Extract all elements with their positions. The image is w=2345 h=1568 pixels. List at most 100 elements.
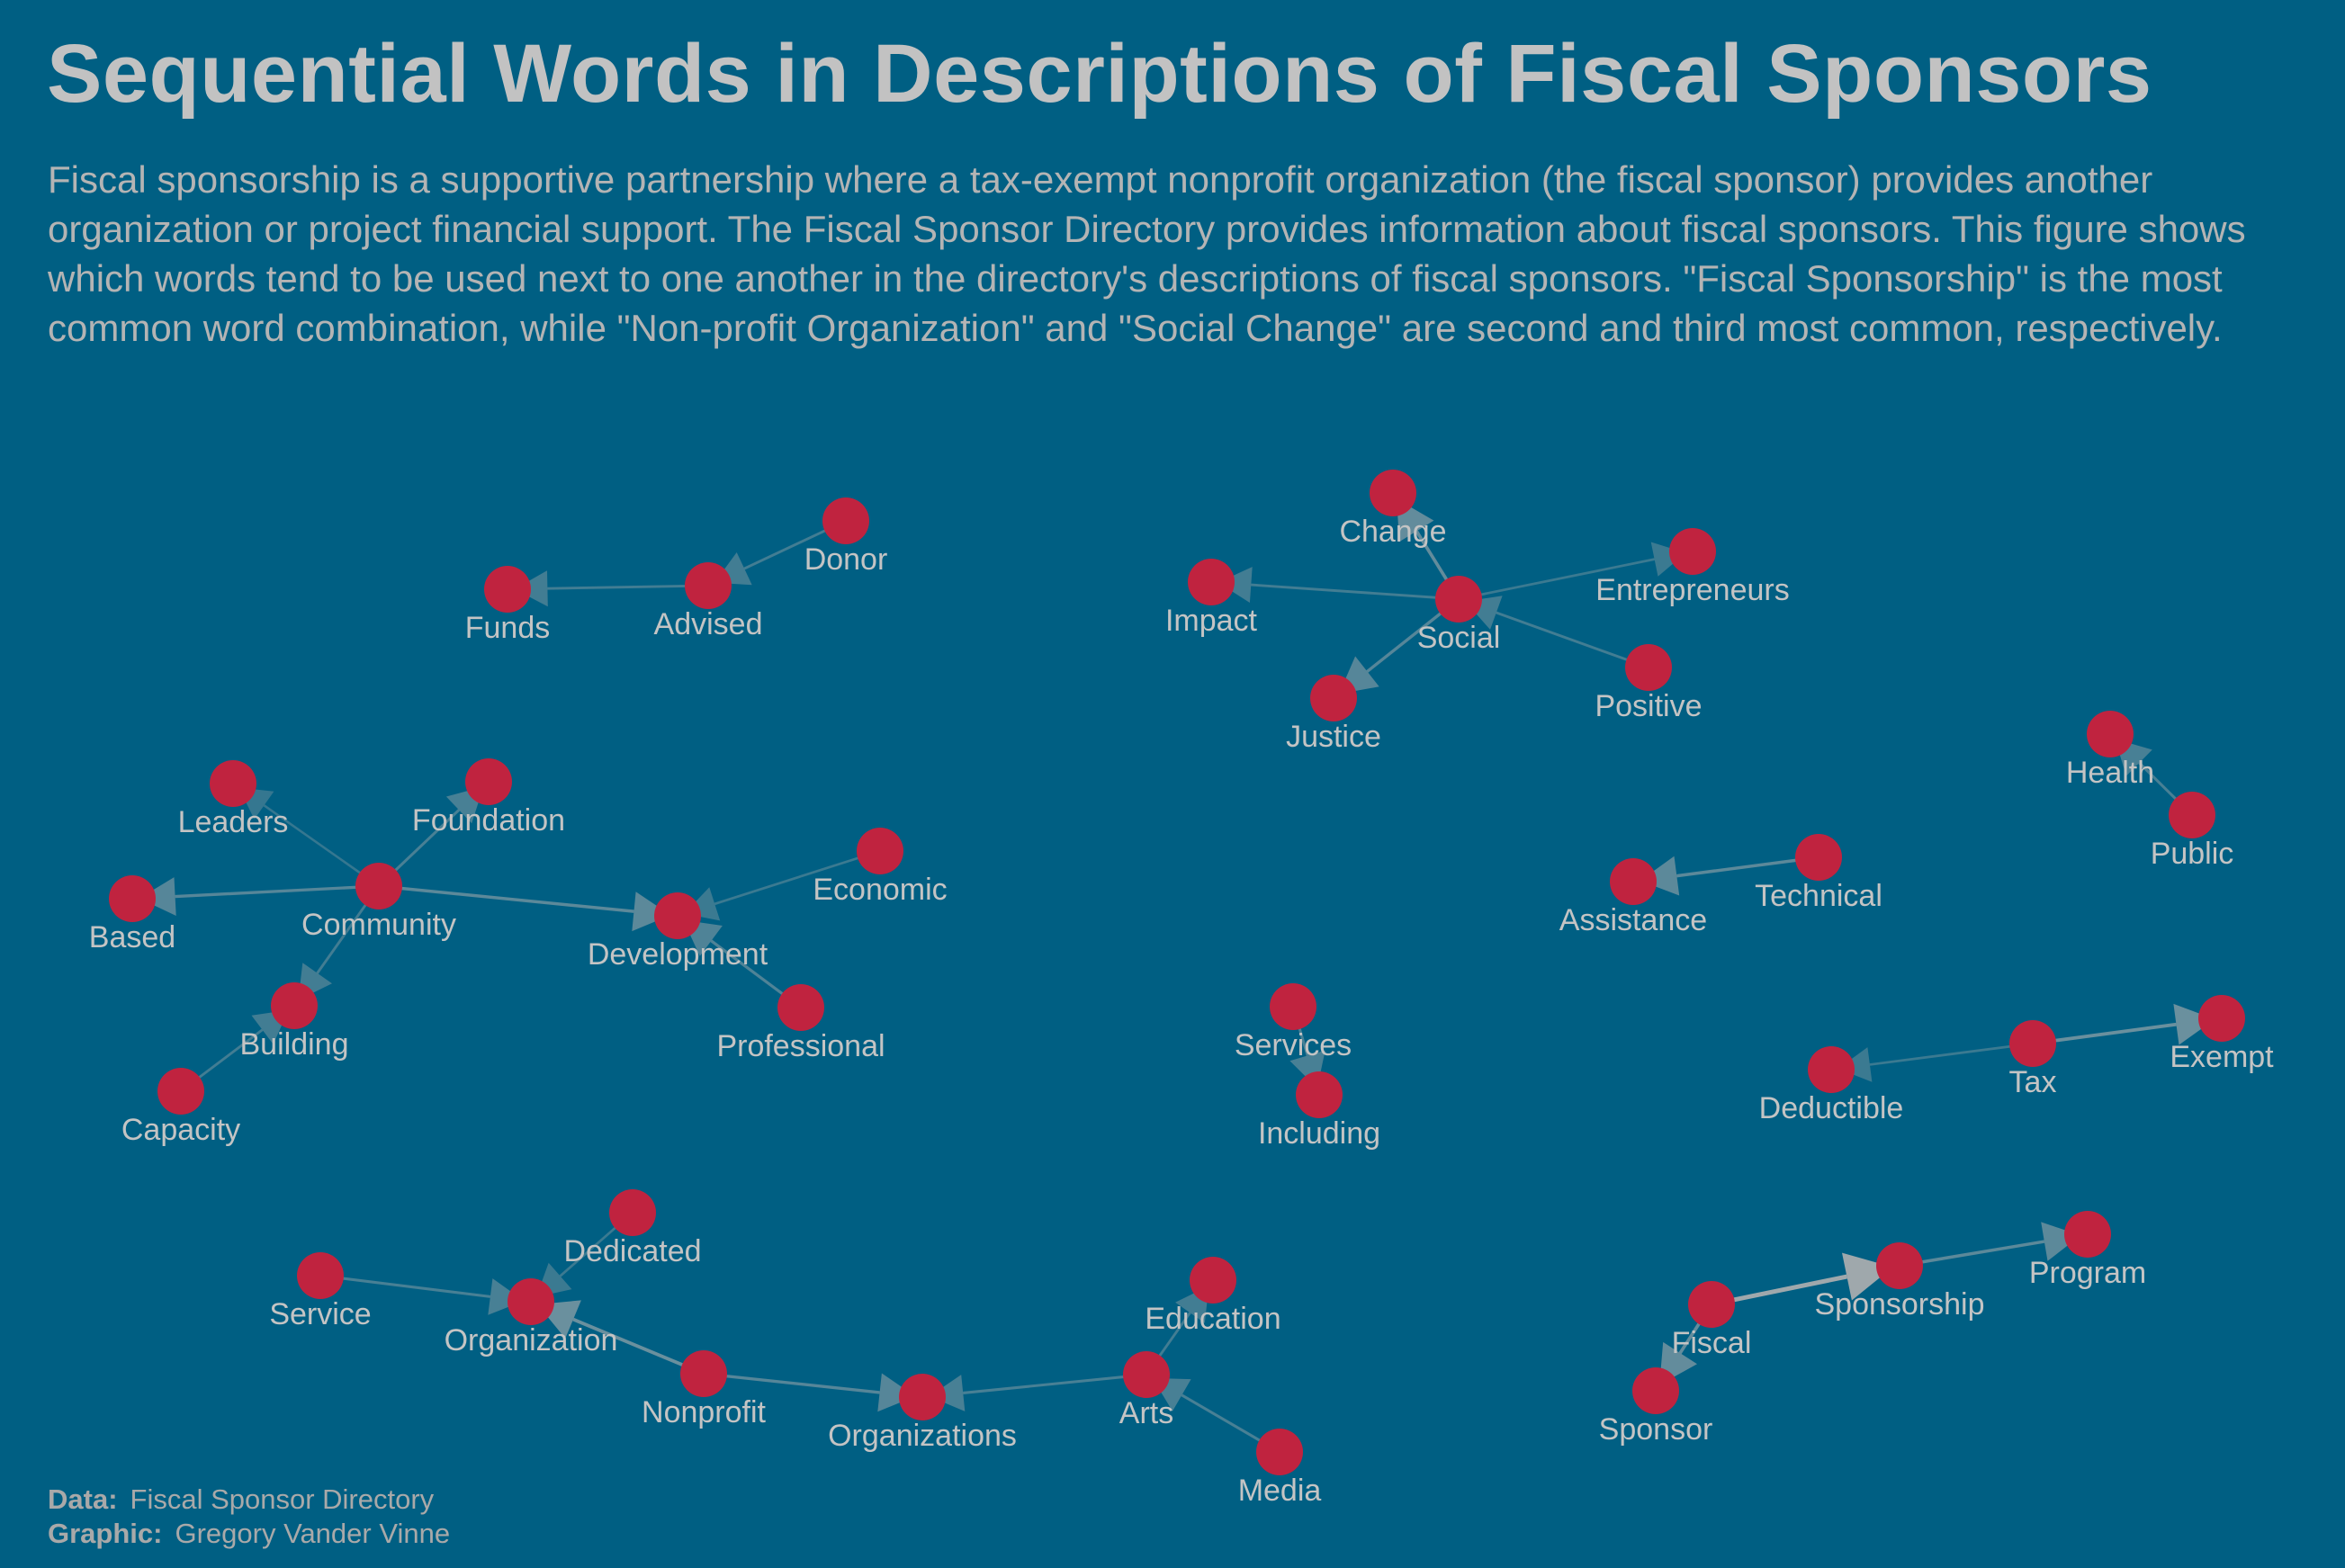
node-label-fiscal: Fiscal [1672,1326,1752,1360]
node-label-nonprofit: Nonprofit [642,1395,767,1429]
edge-line [963,1373,1147,1394]
node-label-technical: Technical [1755,879,1882,913]
node-tax [2009,1020,2056,1067]
node-label-foundation: Foundation [412,803,565,838]
page-title: Sequential Words in Descriptions of Fisc… [47,28,2152,120]
node-label-economic: Economic [813,873,947,907]
node-label-including: Including [1258,1116,1380,1151]
node-assistance [1610,858,1657,905]
edge-layer [139,498,2215,1454]
edge-nonprofit-organizations [703,1372,916,1412]
node-label-assistance: Assistance [1559,903,1707,937]
edge-line [703,1372,880,1394]
node-dedicated [609,1189,656,1236]
node-label-sponsorship: Sponsorship [1814,1287,1984,1322]
node-organization [508,1278,554,1325]
node-label-media: Media [1238,1474,1322,1508]
edge-arrowhead [488,1278,525,1315]
edge-arrowhead [877,1373,916,1412]
node-label-capacity: Capacity [121,1113,240,1147]
edge-sponsorship-program [1899,1222,2081,1268]
edge-line [2032,1022,2177,1045]
node-label-public: Public [2151,837,2234,871]
node-deductible [1808,1046,1855,1093]
node-positive [1625,644,1672,691]
node-change [1370,470,1416,516]
node-label-professional: Professional [716,1029,885,1063]
node-label-based: Based [89,920,175,954]
node-label-services: Services [1235,1028,1352,1062]
edge-line [1676,856,1819,878]
edge-line [1251,583,1460,601]
node-public [2169,792,2215,838]
edge-line [547,584,709,590]
node-justice [1310,675,1357,721]
node-layer [109,470,2245,1475]
edge-arrowhead [1837,1047,1873,1082]
node-label-social: Social [1417,621,1501,655]
node-label-advised: Advised [654,607,763,641]
node-funds [484,566,531,613]
node-label-exempt: Exempt [2170,1040,2274,1074]
edge-line [319,1274,491,1298]
edge-line [1496,611,1649,669]
node-donor [822,497,869,544]
node-label-positive: Positive [1595,689,1702,723]
node-label-sponsor: Sponsor [1599,1412,1713,1447]
node-label-funds: Funds [465,611,551,645]
edge-line [1899,1240,2045,1268]
edge-line [714,849,881,906]
edge-social-impact [1217,567,1460,603]
edge-line [1869,1042,2034,1066]
node-program [2064,1211,2111,1258]
edge-technical-assistance [1640,856,1819,896]
node-service [297,1252,344,1299]
node-building [271,982,318,1029]
node-leaders [210,760,256,807]
edge-arrowhead [632,892,671,932]
edge-arrowhead [929,1375,966,1411]
node-label-organization: Organization [445,1323,618,1357]
node-capacity [157,1068,204,1115]
node-based [109,875,156,922]
edge-community-development [378,884,671,932]
edge-tax-exempt [2032,1003,2215,1045]
node-label-entrepreneurs: Entrepreneurs [1595,573,1789,607]
node-label-education: Education [1145,1302,1280,1336]
node-sponsor [1632,1367,1679,1414]
node-community [355,863,402,909]
node-development [654,892,701,939]
node-foundation [465,758,512,805]
graphic-credit-caption: Graphic: Gregory Vander Vinne [48,1518,450,1550]
node-exempt [2198,995,2245,1042]
node-advised [685,562,732,609]
edge-arrowhead [1640,856,1680,896]
node-economic [857,828,903,874]
edge-arrowhead [2041,1222,2081,1261]
edge-community-based [139,877,380,916]
node-label-dedicated: Dedicated [563,1234,701,1268]
edge-advised-funds [514,570,709,607]
page-subtitle: Fiscal sponsorship is a supportive partn… [48,158,2246,349]
node-label-community: Community [301,908,456,942]
edge-line [378,884,634,913]
node-arts [1123,1351,1170,1398]
node-education [1190,1257,1236,1304]
node-label-tax: Tax [2009,1065,2057,1099]
node-label-donor: Donor [804,542,888,577]
edge-service-organization [319,1274,525,1315]
node-label-program: Program [2029,1256,2146,1290]
node-label-service: Service [269,1297,371,1331]
graphic-credit-label: Graphic: [48,1518,163,1549]
node-label-arts: Arts [1119,1396,1173,1430]
node-organizations [899,1374,946,1420]
edge-arrowhead [514,570,548,607]
node-impact [1188,559,1235,605]
graphic-credit-value: Gregory Vander Vinne [175,1518,451,1549]
edge-line [1458,558,1655,601]
data-source-value: Fiscal Sponsor Directory [130,1483,435,1515]
node-label-health: Health [2066,756,2154,790]
edge-arrowhead [2173,1003,2215,1045]
edge-arrowhead [1217,567,1253,603]
